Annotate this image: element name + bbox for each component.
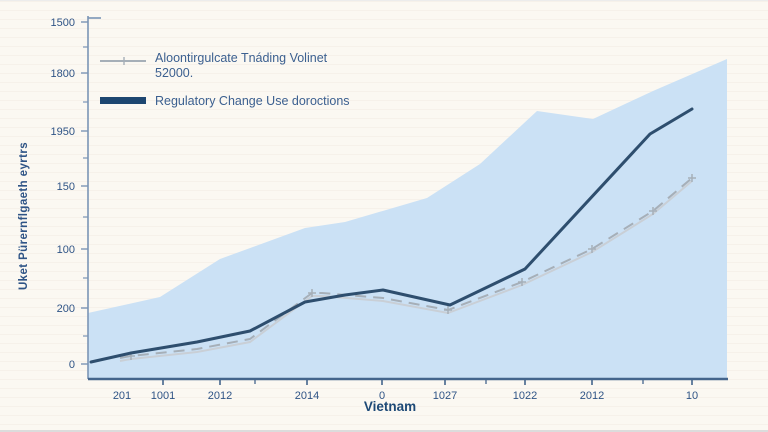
y-axis-title: Uket Pürernflgaeth eyrtrs	[18, 141, 30, 291]
trend-area	[88, 59, 727, 379]
plus-marker	[688, 174, 696, 182]
solid-line-swatch	[100, 97, 146, 104]
plus-marker	[308, 289, 316, 297]
plus-marker	[444, 306, 452, 314]
legend-item-trading-volume: Aloontirgulcate Tnáding Volinet 52000.	[100, 51, 350, 81]
legend-label-line2: 52000.	[155, 66, 194, 80]
plus-marker	[649, 207, 657, 215]
legend-label-line1: Aloontirgulcate Tnáding Volinet	[155, 51, 328, 65]
x-tick-label: 201	[113, 390, 131, 402]
y-tick-label: 1500	[51, 17, 75, 29]
dashed-series-underlay	[119, 180, 693, 362]
x-tick-label: 1027	[433, 390, 457, 402]
x-tick-label: 1001	[151, 390, 175, 402]
y-tick-label: 100	[57, 244, 75, 256]
dashed-line-swatch	[100, 55, 146, 70]
legend-label-regulatory-change: Regulatory Change Use doroctions	[155, 94, 350, 108]
y-tick-label: 0	[69, 359, 75, 371]
solid-series-line	[89, 107, 694, 364]
x-tick-label: 2014	[295, 390, 319, 402]
dashed-line-swatch-icon	[100, 57, 146, 65]
dashed-series-line	[119, 177, 693, 359]
x-tick-label: 10	[686, 390, 698, 402]
x-axis-title: Vietnam	[363, 399, 417, 414]
y-tick-label: 200	[57, 303, 75, 315]
plus-marker	[588, 245, 596, 253]
plus-marker	[518, 278, 526, 286]
legend-label-trading-volume: Aloontirgulcate Tnáding Volinet 52000.	[155, 51, 327, 81]
legend-item-regulatory-change: Regulatory Change Use doroctions	[100, 94, 350, 109]
legend: Aloontirgulcate Tnáding Volinet 52000. R…	[100, 51, 350, 109]
y-tick-label: 1800	[51, 68, 75, 80]
y-tick-label: 1950	[51, 126, 75, 138]
x-tick-label: 0	[379, 390, 385, 402]
x-tick-label: 2012	[208, 390, 232, 402]
x-tick-label: 2012	[580, 390, 604, 402]
x-tick-label: 1022	[513, 390, 537, 402]
y-tick-label: 150	[57, 181, 75, 193]
